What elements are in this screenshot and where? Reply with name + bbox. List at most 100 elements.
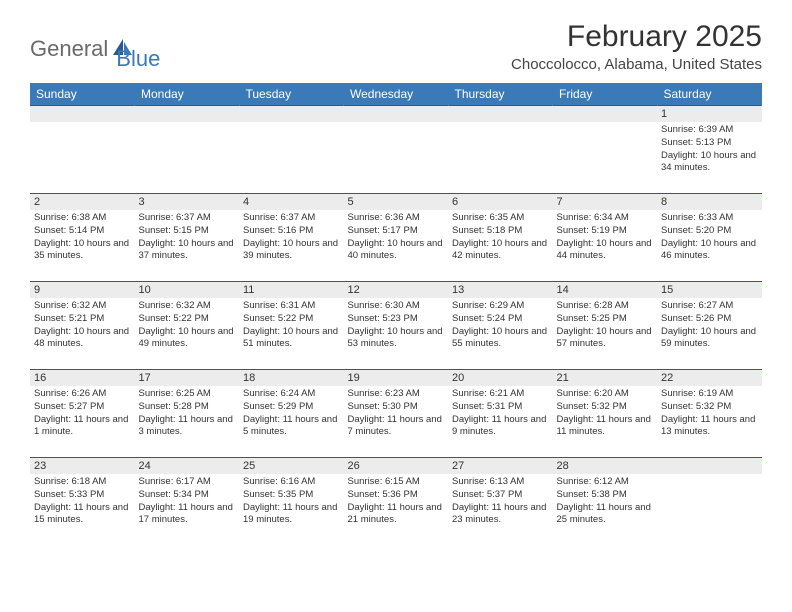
day-details: Sunrise: 6:29 AMSunset: 5:24 PMDaylight:… [448,298,553,355]
weekday-header: Sunday [30,83,135,106]
day-details: Sunrise: 6:23 AMSunset: 5:30 PMDaylight:… [344,386,449,443]
sunrise-text: Sunrise: 6:16 AM [243,476,340,489]
day-number: 2 [30,194,135,210]
day-number: 5 [344,194,449,210]
calendar-week-row: 9Sunrise: 6:32 AMSunset: 5:21 PMDaylight… [30,282,762,370]
daylight-text: Daylight: 10 hours and 44 minutes. [557,238,654,264]
day-number: 25 [239,458,344,474]
calendar-body: 1Sunrise: 6:39 AMSunset: 5:13 PMDaylight… [30,106,762,546]
daylight-text: Daylight: 11 hours and 7 minutes. [348,414,445,440]
day-details: Sunrise: 6:17 AMSunset: 5:34 PMDaylight:… [135,474,240,531]
calendar-table: SundayMondayTuesdayWednesdayThursdayFrid… [30,83,762,546]
day-number: 26 [344,458,449,474]
calendar-week-row: 23Sunrise: 6:18 AMSunset: 5:33 PMDayligh… [30,458,762,546]
calendar-day-cell [239,106,344,194]
sunrise-text: Sunrise: 6:32 AM [34,300,131,313]
calendar-day-cell: 10Sunrise: 6:32 AMSunset: 5:22 PMDayligh… [135,282,240,370]
header: General Blue February 2025 Choccolocco, … [30,20,762,73]
calendar-day-cell: 26Sunrise: 6:15 AMSunset: 5:36 PMDayligh… [344,458,449,546]
calendar-day-cell: 6Sunrise: 6:35 AMSunset: 5:18 PMDaylight… [448,194,553,282]
daylight-text: Daylight: 11 hours and 21 minutes. [348,502,445,528]
sunrise-text: Sunrise: 6:25 AM [139,388,236,401]
sunset-text: Sunset: 5:27 PM [34,401,131,414]
calendar-day-cell [657,458,762,546]
sunrise-text: Sunrise: 6:13 AM [452,476,549,489]
sunset-text: Sunset: 5:30 PM [348,401,445,414]
sunrise-text: Sunrise: 6:37 AM [243,212,340,225]
day-details: Sunrise: 6:36 AMSunset: 5:17 PMDaylight:… [344,210,449,267]
sunset-text: Sunset: 5:35 PM [243,489,340,502]
daylight-text: Daylight: 11 hours and 5 minutes. [243,414,340,440]
empty-day-bar [448,106,553,122]
weekday-header: Wednesday [344,83,449,106]
daylight-text: Daylight: 10 hours and 39 minutes. [243,238,340,264]
calendar-week-row: 2Sunrise: 6:38 AMSunset: 5:14 PMDaylight… [30,194,762,282]
daylight-text: Daylight: 10 hours and 51 minutes. [243,326,340,352]
calendar-day-cell: 23Sunrise: 6:18 AMSunset: 5:33 PMDayligh… [30,458,135,546]
sunrise-text: Sunrise: 6:19 AM [661,388,758,401]
sunset-text: Sunset: 5:14 PM [34,225,131,238]
calendar-day-cell: 15Sunrise: 6:27 AMSunset: 5:26 PMDayligh… [657,282,762,370]
empty-day-bar [657,458,762,474]
calendar-day-cell: 7Sunrise: 6:34 AMSunset: 5:19 PMDaylight… [553,194,658,282]
day-number: 9 [30,282,135,298]
day-number: 15 [657,282,762,298]
sunrise-text: Sunrise: 6:26 AM [34,388,131,401]
daylight-text: Daylight: 11 hours and 15 minutes. [34,502,131,528]
daylight-text: Daylight: 11 hours and 11 minutes. [557,414,654,440]
day-details: Sunrise: 6:34 AMSunset: 5:19 PMDaylight:… [553,210,658,267]
day-details: Sunrise: 6:26 AMSunset: 5:27 PMDaylight:… [30,386,135,443]
sunrise-text: Sunrise: 6:33 AM [661,212,758,225]
daylight-text: Daylight: 11 hours and 1 minute. [34,414,131,440]
sunset-text: Sunset: 5:36 PM [348,489,445,502]
day-number: 7 [553,194,658,210]
weekday-header-row: SundayMondayTuesdayWednesdayThursdayFrid… [30,83,762,106]
calendar-week-row: 1Sunrise: 6:39 AMSunset: 5:13 PMDaylight… [30,106,762,194]
sunset-text: Sunset: 5:25 PM [557,313,654,326]
weekday-header: Tuesday [239,83,344,106]
empty-day-bar [344,106,449,122]
sunset-text: Sunset: 5:28 PM [139,401,236,414]
day-number: 20 [448,370,553,386]
sunrise-text: Sunrise: 6:30 AM [348,300,445,313]
logo-text-general: General [30,36,108,62]
sunrise-text: Sunrise: 6:17 AM [139,476,236,489]
calendar-day-cell [448,106,553,194]
day-details: Sunrise: 6:38 AMSunset: 5:14 PMDaylight:… [30,210,135,267]
sunrise-text: Sunrise: 6:27 AM [661,300,758,313]
day-details: Sunrise: 6:25 AMSunset: 5:28 PMDaylight:… [135,386,240,443]
sunrise-text: Sunrise: 6:28 AM [557,300,654,313]
calendar-day-cell: 25Sunrise: 6:16 AMSunset: 5:35 PMDayligh… [239,458,344,546]
day-details: Sunrise: 6:24 AMSunset: 5:29 PMDaylight:… [239,386,344,443]
sunrise-text: Sunrise: 6:23 AM [348,388,445,401]
calendar-day-cell: 5Sunrise: 6:36 AMSunset: 5:17 PMDaylight… [344,194,449,282]
sunset-text: Sunset: 5:38 PM [557,489,654,502]
weekday-header: Saturday [657,83,762,106]
calendar-day-cell: 28Sunrise: 6:12 AMSunset: 5:38 PMDayligh… [553,458,658,546]
day-number: 17 [135,370,240,386]
calendar-day-cell: 22Sunrise: 6:19 AMSunset: 5:32 PMDayligh… [657,370,762,458]
day-details: Sunrise: 6:21 AMSunset: 5:31 PMDaylight:… [448,386,553,443]
calendar-day-cell: 4Sunrise: 6:37 AMSunset: 5:16 PMDaylight… [239,194,344,282]
calendar-day-cell: 11Sunrise: 6:31 AMSunset: 5:22 PMDayligh… [239,282,344,370]
day-details: Sunrise: 6:32 AMSunset: 5:21 PMDaylight:… [30,298,135,355]
day-details: Sunrise: 6:13 AMSunset: 5:37 PMDaylight:… [448,474,553,531]
daylight-text: Daylight: 11 hours and 13 minutes. [661,414,758,440]
sunset-text: Sunset: 5:22 PM [243,313,340,326]
day-details: Sunrise: 6:12 AMSunset: 5:38 PMDaylight:… [553,474,658,531]
sunrise-text: Sunrise: 6:39 AM [661,124,758,137]
daylight-text: Daylight: 11 hours and 17 minutes. [139,502,236,528]
calendar-day-cell: 21Sunrise: 6:20 AMSunset: 5:32 PMDayligh… [553,370,658,458]
day-details: Sunrise: 6:31 AMSunset: 5:22 PMDaylight:… [239,298,344,355]
sunrise-text: Sunrise: 6:32 AM [139,300,236,313]
day-number: 23 [30,458,135,474]
day-details: Sunrise: 6:28 AMSunset: 5:25 PMDaylight:… [553,298,658,355]
sunset-text: Sunset: 5:15 PM [139,225,236,238]
sunset-text: Sunset: 5:32 PM [557,401,654,414]
day-number: 11 [239,282,344,298]
sunset-text: Sunset: 5:31 PM [452,401,549,414]
calendar-day-cell: 1Sunrise: 6:39 AMSunset: 5:13 PMDaylight… [657,106,762,194]
logo: General Blue [30,26,160,72]
sunrise-text: Sunrise: 6:29 AM [452,300,549,313]
day-details: Sunrise: 6:27 AMSunset: 5:26 PMDaylight:… [657,298,762,355]
